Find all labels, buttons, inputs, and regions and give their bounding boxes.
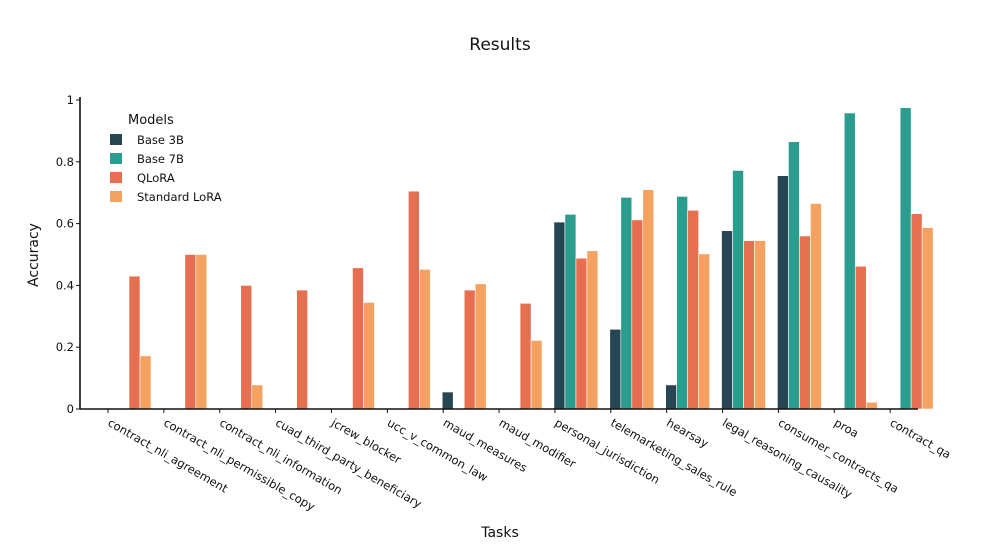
bar-standard-lora-personal_jurisdiction	[586, 250, 599, 410]
bar-qlora-legal_reasoning_causality	[743, 240, 755, 410]
y-tick-label: 0.6	[56, 217, 74, 231]
bar-base-3b-legal_reasoning_causality	[721, 230, 733, 410]
legend-label-base-7b: Base 7B	[137, 152, 184, 166]
legend-swatch-qlora	[110, 172, 122, 183]
x-tick-label-ucc_v_common_law: ucc_v_common_law	[385, 415, 490, 484]
bar-standard-lora-consumer_contracts_qa	[810, 203, 822, 410]
legend-swatch-standard-lora	[110, 191, 122, 202]
bar-base-7b-telemarketing_sales_rule	[620, 197, 633, 410]
bar-qlora-contract_nli_information	[240, 285, 253, 410]
legend-label-standard-lora: Standard LoRA	[137, 190, 222, 204]
legend-title: Models	[128, 113, 174, 128]
legend-swatch-base-3b	[110, 134, 122, 145]
bar-qlora-telemarketing_sales_rule	[631, 219, 644, 410]
bar-qlora-personal_jurisdiction	[575, 257, 588, 410]
chart-title: Results	[469, 35, 531, 55]
y-tick-label: 0.8	[56, 155, 74, 169]
y-tick-label: 0.4	[56, 278, 74, 292]
legend-label-qlora: QLoRA	[137, 171, 175, 185]
y-tick-label: 1	[67, 93, 74, 107]
bar-standard-lora-ucc_v_common_law	[419, 269, 431, 410]
bar-standard-lora-contract_nli_information	[251, 384, 264, 410]
bar-standard-lora-contract_nli_permissible_copy	[195, 254, 208, 410]
bar-qlora-jcrew_blocker	[352, 267, 364, 410]
bar-qlora-proa	[854, 265, 867, 410]
bar-standard-lora-contract_nli_agreement	[139, 355, 152, 410]
bar-base-3b-telemarketing_sales_rule	[609, 328, 622, 410]
bar-qlora-hearsay	[687, 210, 699, 410]
bar-base-7b-personal_jurisdiction	[564, 214, 577, 410]
bar-base-3b-consumer_contracts_qa	[777, 175, 789, 410]
bar-standard-lora-maud_modifier	[530, 340, 543, 410]
y-ticks-group: 0 0.2 0.4 0.6 0.8 1	[56, 93, 80, 416]
x-ticks-group: contract_nli_agreementcontract_nli_permi…	[106, 409, 954, 514]
bar-standard-lora-hearsay	[698, 253, 710, 410]
bar-standard-lora-legal_reasoning_causality	[754, 240, 766, 410]
bar-base-7b-consumer_contracts_qa	[788, 141, 800, 410]
y-axis-label: Accuracy	[26, 223, 42, 287]
bar-qlora-cuad_third_party_beneficiary	[296, 289, 308, 410]
bar-standard-lora-jcrew_blocker	[363, 302, 375, 410]
bar-qlora-consumer_contracts_qa	[799, 235, 811, 410]
legend-label-base-3b: Base 3B	[137, 133, 184, 147]
x-tick-label-proa: proa	[832, 415, 861, 440]
bar-qlora-contract_qa	[910, 213, 923, 410]
bar-base-3b-hearsay	[665, 384, 677, 410]
bar-qlora-maud_measures	[463, 289, 476, 410]
legend: Models Base 3B Base 7B QLoRA Standard LoRA	[110, 113, 222, 204]
bar-base-7b-hearsay	[676, 196, 688, 410]
bar-base-7b-proa	[843, 112, 856, 410]
bar-qlora-contract_nli_agreement	[128, 275, 141, 410]
bar-standard-lora-contract_qa	[921, 227, 934, 410]
bar-qlora-ucc_v_common_law	[408, 190, 420, 410]
y-tick-label: 0	[67, 402, 74, 416]
x-tick-label-hearsay: hearsay	[664, 415, 711, 450]
bar-base-7b-legal_reasoning_causality	[732, 170, 744, 410]
x-tick-label-contract_qa: contract_qa	[888, 415, 954, 461]
bar-base-3b-maud_measures	[441, 391, 454, 410]
bar-base-7b-contract_qa	[899, 107, 912, 410]
legend-swatch-base-7b	[110, 153, 122, 164]
x-tick-label-personal_jurisdiction: personal_jurisdiction	[552, 415, 662, 486]
bar-qlora-contract_nli_permissible_copy	[184, 254, 197, 410]
bar-standard-lora-proa	[865, 401, 878, 410]
y-tick-label: 0.2	[56, 340, 74, 354]
x-axis-label: Tasks	[480, 525, 519, 541]
bar-base-3b-personal_jurisdiction	[553, 221, 566, 410]
bar-standard-lora-maud_measures	[474, 283, 487, 410]
bar-standard-lora-telemarketing_sales_rule	[642, 189, 655, 410]
bars-group	[128, 107, 934, 410]
bar-qlora-maud_modifier	[519, 303, 532, 410]
